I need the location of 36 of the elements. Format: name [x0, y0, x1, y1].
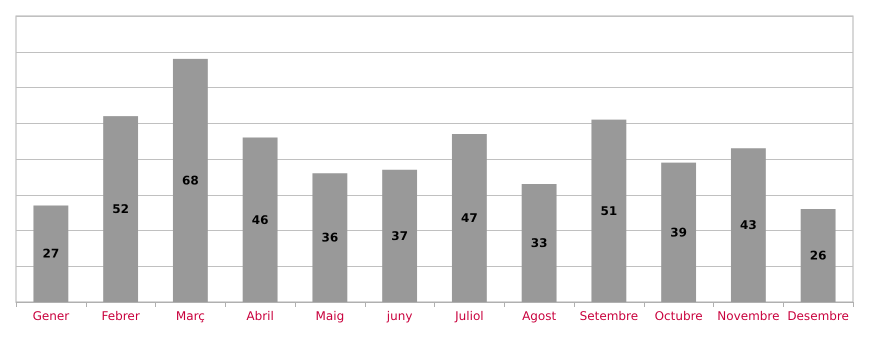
data-label: 39: [670, 225, 687, 240]
data-label: 27: [42, 246, 60, 261]
bar: [661, 162, 696, 302]
bar: [312, 173, 348, 302]
x-tick-label: Novembre: [717, 309, 780, 323]
data-label: 51: [600, 204, 618, 218]
bar: [242, 138, 278, 302]
data-label: 52: [112, 202, 129, 216]
bar: [730, 148, 766, 302]
data-label: 36: [322, 230, 338, 245]
x-tick-label: Setembre: [580, 309, 638, 323]
data-label: 43: [740, 218, 757, 232]
bar: [522, 184, 557, 302]
x-tick-label: Març: [176, 309, 205, 323]
bar: [103, 116, 138, 302]
bar: [172, 58, 208, 302]
data-label: 33: [530, 236, 548, 250]
bar: [800, 209, 836, 302]
x-tick-label: Abril: [246, 309, 274, 323]
x-tick-label: Octubre: [654, 309, 703, 323]
x-tick-label: Maig: [316, 309, 344, 323]
x-tick-label: juny: [386, 309, 412, 323]
data-label: 26: [810, 248, 826, 263]
data-label: 47: [461, 210, 478, 225]
bar: [591, 120, 626, 302]
data-label: 68: [182, 173, 199, 188]
x-tick-label: Gener: [32, 309, 70, 323]
data-label: 46: [252, 212, 268, 227]
bar: [452, 134, 487, 302]
x-tick-label: Agost: [522, 309, 556, 323]
bar: [33, 205, 68, 302]
x-tick-label: Juliol: [454, 309, 484, 323]
data-label: 37: [391, 228, 408, 243]
x-tick-label: Desembre: [787, 309, 849, 323]
x-tick-label: Febrer: [102, 309, 140, 323]
bar: [382, 170, 418, 302]
